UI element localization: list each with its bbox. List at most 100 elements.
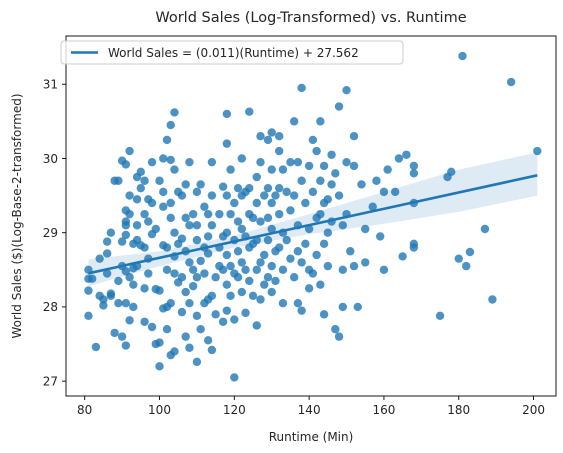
data-point (271, 276, 280, 286)
x-tick-label: 180 (447, 403, 470, 417)
data-point (207, 345, 217, 355)
data-point (222, 109, 232, 119)
data-point (357, 180, 366, 189)
data-point (267, 128, 276, 137)
data-point (188, 281, 198, 291)
data-point (245, 276, 254, 286)
x-axis-title: Runtime (Min) (269, 430, 354, 444)
data-point (102, 269, 112, 278)
data-point (121, 341, 131, 350)
data-point (316, 280, 325, 289)
data-point (308, 187, 318, 197)
data-point (125, 316, 134, 325)
data-point (282, 235, 291, 245)
data-point (308, 135, 318, 145)
data-point (319, 239, 329, 249)
data-point (151, 224, 160, 234)
legend-box (60, 40, 404, 65)
data-point (159, 154, 168, 163)
data-point (222, 139, 232, 148)
data-point (334, 191, 344, 200)
data-point (263, 213, 273, 223)
data-point (166, 198, 175, 208)
data-point (248, 213, 258, 223)
data-point (121, 299, 131, 308)
data-point (286, 206, 295, 215)
y-tick-label: 30 (43, 152, 58, 166)
data-point (162, 265, 172, 275)
data-point (256, 258, 265, 267)
data-point (267, 261, 276, 271)
data-point (129, 302, 138, 312)
data-point (319, 310, 329, 319)
data-point (263, 135, 273, 145)
data-point (144, 217, 153, 226)
data-point (144, 269, 153, 278)
data-point (125, 146, 134, 156)
data-point (188, 209, 198, 219)
data-point (237, 258, 247, 267)
data-point (245, 107, 254, 116)
data-point (323, 195, 333, 204)
data-point (275, 132, 284, 141)
data-point (316, 209, 325, 219)
data-point (192, 235, 202, 245)
data-point (140, 176, 149, 185)
data-point (256, 217, 265, 226)
data-point (218, 265, 228, 275)
data-point (353, 302, 362, 312)
x-axis-ticks: 80 100 120 140 160 180 200 (77, 396, 545, 417)
data-point (147, 198, 157, 208)
y-tick-label: 27 (43, 374, 58, 388)
data-point (289, 117, 299, 126)
data-point (117, 332, 127, 341)
data-point (282, 187, 291, 197)
data-point (226, 261, 235, 271)
data-point (230, 315, 239, 324)
data-point (140, 243, 149, 252)
data-point (237, 287, 247, 297)
chart-title: World Sales (Log-Transformed) vs. Runtim… (155, 10, 466, 26)
data-point (162, 135, 172, 145)
data-point (230, 373, 239, 382)
data-point (226, 165, 235, 174)
data-point (192, 311, 202, 321)
data-point (398, 252, 407, 261)
data-point (159, 187, 168, 197)
data-point (192, 357, 202, 367)
data-point (106, 228, 116, 237)
data-point (233, 217, 243, 226)
data-point (286, 254, 295, 263)
data-point (155, 362, 164, 371)
data-point (447, 167, 456, 177)
data-point (233, 247, 243, 256)
data-point (196, 256, 205, 266)
data-point (196, 180, 205, 189)
data-point (312, 250, 321, 260)
data-point (203, 209, 213, 219)
data-point (361, 258, 370, 267)
data-point (110, 328, 119, 338)
data-point (237, 154, 247, 163)
data-point (409, 161, 419, 171)
data-point (211, 273, 220, 282)
data-point (114, 299, 123, 308)
data-points-layer (84, 51, 542, 382)
data-point (379, 265, 389, 275)
data-point (233, 183, 243, 193)
data-point (256, 157, 265, 167)
data-point (203, 249, 213, 258)
data-point (140, 209, 149, 219)
data-point (218, 317, 228, 326)
data-point (166, 299, 175, 308)
data-point (95, 254, 104, 263)
data-point (252, 321, 261, 330)
data-point (375, 232, 385, 241)
data-point (278, 165, 288, 174)
data-point (215, 209, 224, 219)
data-point (338, 265, 347, 275)
data-point (155, 286, 164, 295)
data-point (275, 209, 284, 219)
y-tick-label: 28 (43, 300, 58, 314)
data-point (480, 224, 490, 234)
